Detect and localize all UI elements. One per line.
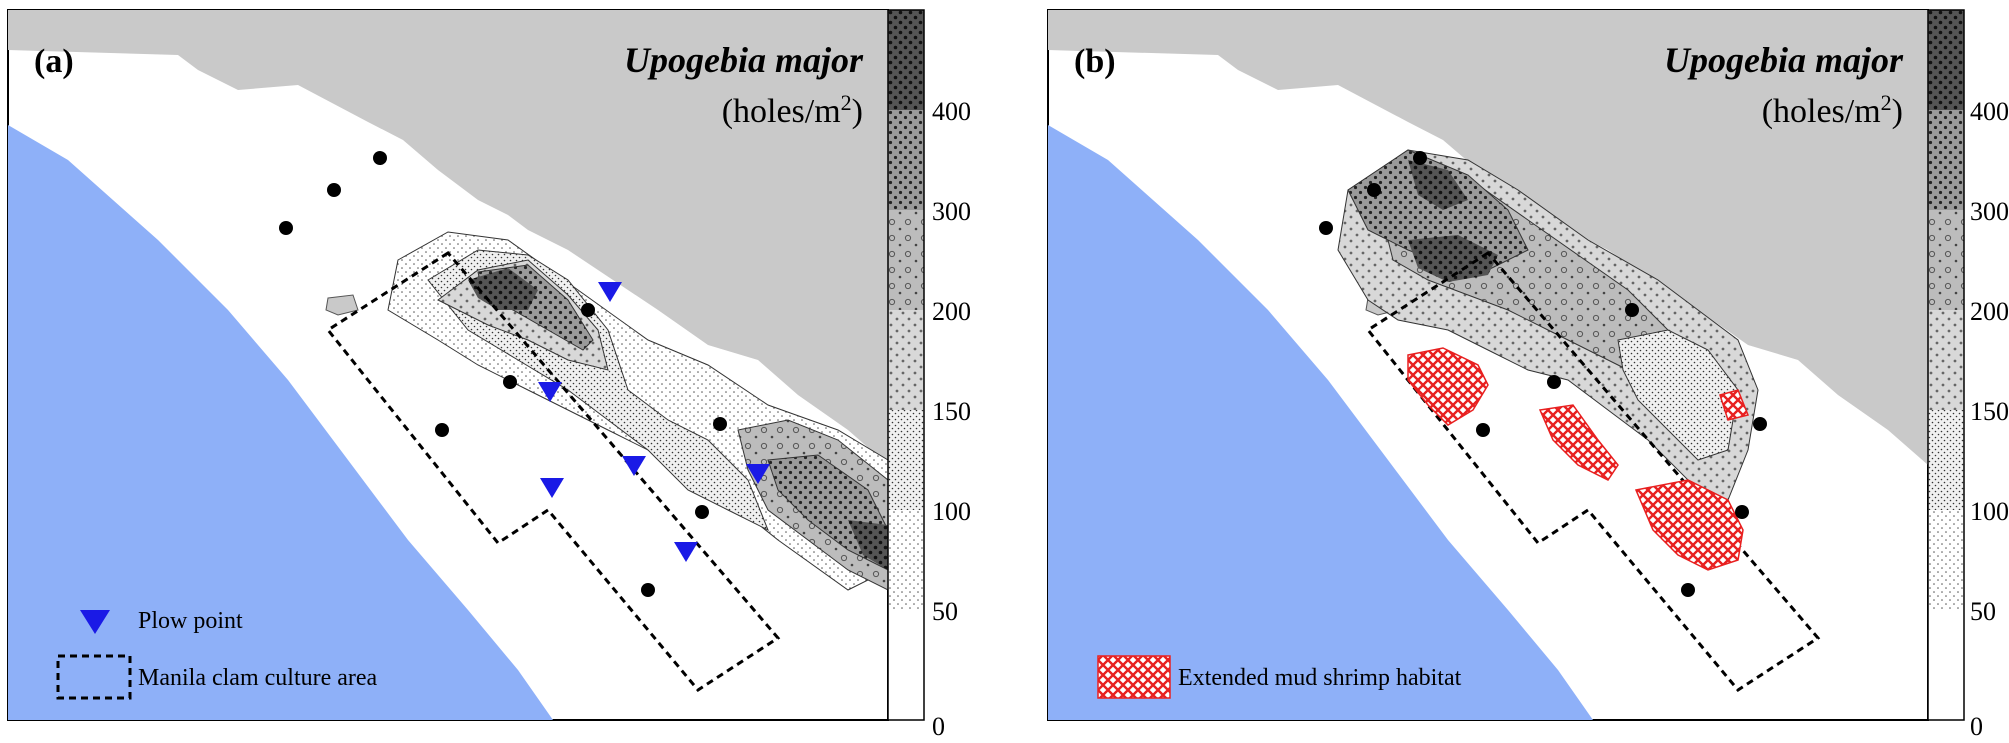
sample-point — [503, 375, 517, 389]
colorbar-tick: 200 — [1970, 297, 2009, 326]
colorbar-cell-b-100 — [1928, 410, 1964, 510]
colorbar-cell-b-300 — [1928, 110, 1964, 210]
plow-legend-icon — [80, 610, 110, 634]
habitat-legend-icon — [1097, 655, 1171, 699]
unit-suffix: ) — [1892, 93, 1903, 130]
colorbar-cell-b-400 — [1928, 10, 1964, 110]
colorbar-cell-a-400 — [888, 10, 924, 110]
colorbar-cell-a-0 — [888, 610, 924, 720]
colorbar-cell-a-200 — [888, 210, 924, 310]
colorbar-tick: 0 — [1970, 712, 1983, 741]
colorbar-tick: 400 — [1970, 97, 2009, 126]
colorbar-cell-a-300 — [888, 110, 924, 210]
panel-a: (a) Upogebia major (holes/m2) Plow point… — [7, 9, 889, 721]
colorbar-tick: 300 — [1970, 197, 2009, 226]
plow-legend-label: Plow point — [138, 608, 243, 634]
sample-point — [1413, 151, 1427, 165]
habitat-patch-b — [1538, 404, 1619, 481]
sample-point — [279, 221, 293, 235]
panel-label-a: (a) — [34, 43, 74, 80]
panel-b: (b) Upogebia major (holes/m2) Extended m… — [1047, 9, 1929, 721]
habitat-legend-label: Extended mud shrimp habitat — [1178, 665, 1462, 691]
sample-point — [435, 423, 449, 437]
panel-label-b: (b) — [1074, 43, 1116, 80]
contour-dark-a — [468, 268, 538, 310]
habitat-patch-b — [1407, 347, 1489, 426]
colorbar-tick: 400 — [932, 97, 971, 126]
contour-right-b — [1617, 329, 1739, 461]
colorbar-a: 400 300 200 150 100 50 0 — [887, 9, 971, 741]
sample-point — [713, 417, 727, 431]
sample-point — [1735, 505, 1749, 519]
colorbar-tick: 50 — [1970, 597, 1996, 626]
sample-points-a — [279, 151, 727, 597]
contour-dark2-a — [848, 520, 888, 570]
culture-legend-label: Manila clam culture area — [138, 665, 378, 691]
unit-label-b: (holes/m2) — [1762, 90, 1903, 130]
sample-point — [1681, 583, 1695, 597]
colorbar-tick: 50 — [932, 597, 958, 626]
colorbar-tick: 100 — [932, 497, 971, 526]
unit-label-a: (holes/m2) — [722, 90, 863, 130]
sample-point — [695, 505, 709, 519]
colorbar-b: 400 300 200 150 100 50 0 — [1927, 9, 2009, 741]
contour-dark-b — [1408, 235, 1498, 282]
colorbar-tick: 150 — [1970, 397, 2009, 426]
contour-dots-b — [1347, 149, 1529, 271]
sample-point — [1367, 183, 1381, 197]
plow-point-icon — [746, 464, 770, 484]
unit-sup: 2 — [1881, 90, 1892, 115]
land-area-a — [8, 10, 888, 465]
sea-area-a — [8, 125, 553, 720]
unit-prefix: (holes/m — [1762, 93, 1881, 130]
sample-point — [327, 183, 341, 197]
unit-sup: 2 — [841, 90, 852, 115]
colorbar-cell-b-0 — [1928, 610, 1964, 720]
sample-points-b — [1319, 151, 1767, 597]
sample-point — [1753, 417, 1767, 431]
plow-point-icon — [538, 382, 562, 402]
culture-area-b — [1365, 251, 1821, 692]
sea-area-b — [1048, 125, 1593, 720]
plow-points-a — [538, 282, 770, 562]
sample-point — [1547, 375, 1561, 389]
habitat-patch-b — [1719, 389, 1750, 421]
species-title-b: Upogebia major — [1664, 40, 1904, 80]
plow-point-icon — [598, 282, 622, 302]
colorbar-tick: 150 — [932, 397, 971, 426]
unit-prefix: (holes/m — [722, 93, 841, 130]
sample-point — [1319, 221, 1333, 235]
colorbar-cell-b-150 — [1928, 310, 1964, 410]
sample-point — [581, 303, 595, 317]
sample-point — [1476, 423, 1490, 437]
unit-suffix: ) — [852, 93, 863, 130]
colorbar-cell-a-100 — [888, 410, 924, 510]
colorbar-cell-b-200 — [1928, 210, 1964, 310]
plow-point-icon — [622, 456, 646, 476]
sample-point — [373, 151, 387, 165]
plow-point-icon — [540, 478, 564, 498]
colorbar-tick: 0 — [932, 712, 945, 741]
land-area-b — [1048, 10, 1928, 465]
colorbar-cell-a-50 — [888, 510, 924, 610]
sample-point — [641, 583, 655, 597]
island-a — [325, 294, 359, 316]
culture-area-a — [325, 251, 781, 692]
colorbar-cell-a-150 — [888, 310, 924, 410]
colorbar-tick: 100 — [1970, 497, 2009, 526]
plow-point-icon — [674, 542, 698, 562]
culture-legend-icon — [56, 654, 132, 700]
sample-point — [1625, 303, 1639, 317]
habitat-patch-b — [1634, 479, 1744, 571]
colorbar-tick: 200 — [932, 297, 971, 326]
colorbar-cell-b-50 — [1928, 510, 1964, 610]
contour-dark2-b — [1408, 160, 1468, 210]
species-title-a: Upogebia major — [624, 40, 864, 80]
colorbar-tick: 300 — [932, 197, 971, 226]
